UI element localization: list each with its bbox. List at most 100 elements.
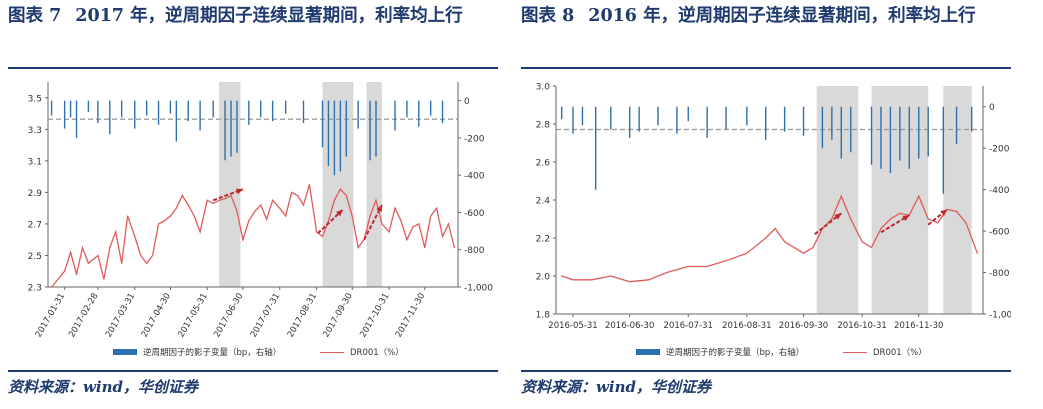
figure-8-legend: 逆周期因子的影子变量（bp，右轴） DR001（%）: [521, 346, 1011, 360]
dr001-point-46: [339, 188, 341, 190]
dr001-point-54: [388, 231, 390, 233]
left-tick-label-2: 3.1: [28, 157, 42, 167]
dr001-point-34: [266, 218, 268, 220]
x-tick-label-4: 2016-09-30: [779, 321, 828, 331]
right-tick-label-3: -600: [464, 209, 485, 219]
trend-arrow-head-1: [902, 215, 910, 222]
dr001-point-65: [453, 246, 456, 249]
x-tick-label-0: 2016-05-31: [548, 321, 597, 331]
dr001-point-26: [218, 199, 220, 201]
figure-8-top-rule: [521, 67, 1011, 69]
dr001-point-21: [870, 246, 873, 249]
legend-bar-swatch: [636, 349, 660, 355]
x-tick-label-0: 2017-01-31: [34, 292, 67, 340]
right-tick-label-5: -1,000: [464, 284, 493, 294]
dr001-point-11: [765, 237, 767, 239]
x-tick-label-1: 2016-06-30: [605, 321, 654, 331]
dr001-point-11: [127, 215, 129, 217]
dr001-point-38: [291, 191, 293, 193]
dr001-point-64: [447, 223, 450, 225]
dr001-point-12: [774, 227, 776, 230]
legend-line-swatch: [843, 351, 867, 353]
x-tick-label-6: 2017-07-31: [249, 292, 282, 340]
dr001-point-6: [666, 271, 669, 273]
x-tick-label-5: 2017-06-30: [212, 292, 245, 340]
dr001-point-3: [610, 275, 612, 277]
dr001-point-15: [151, 254, 154, 257]
right-tick-label-0: 0: [464, 97, 470, 107]
left-tick-label-6: 1.8: [536, 311, 551, 321]
right-tick-label-1: -200: [464, 134, 485, 144]
dr001-point-6: [97, 254, 99, 257]
dr001-point-19: [850, 218, 852, 220]
dr001-point-22: [193, 215, 195, 217]
dr001-point-2: [69, 251, 72, 253]
figure-8-bottom-rule: [521, 370, 1011, 372]
dr001-point-27: [224, 198, 226, 200]
trend-arrow-2: [363, 204, 383, 241]
left-tick-label-6: 2.3: [28, 284, 42, 294]
dr001-point-15: [812, 246, 814, 249]
left-tick-label-2: 2.6: [536, 159, 551, 169]
figure-8-label: 图表 8: [521, 6, 575, 26]
dr001-point-63: [441, 235, 444, 238]
trend-arrow-head-2: [376, 205, 382, 212]
dr001-point-58: [412, 226, 414, 228]
dr001-point-44: [327, 220, 330, 222]
x-tick-label-4: 2017-05-31: [176, 292, 209, 340]
dr001-point-5: [647, 279, 650, 281]
dr001-point-45: [333, 199, 336, 201]
dr001-point-8: [109, 246, 111, 249]
x-tick-label-10: 2017-11-30: [394, 292, 427, 340]
dr001-point-48: [351, 215, 353, 217]
figure-7-bottom-rule: [8, 370, 498, 372]
dr001-point-47: [345, 194, 347, 197]
figure-7-title-text: 2017 年，逆周期因子连续显著期间，利率均上行: [75, 6, 463, 26]
dr001-point-28: [230, 194, 232, 197]
figure-7-top-rule: [8, 67, 498, 69]
right-tick-label-5: -1,000: [989, 311, 1011, 321]
x-tick-label-8: 2017-09-30: [321, 292, 354, 340]
dr001-point-57: [406, 239, 408, 241]
dr001-point-0: [561, 275, 563, 277]
left-tick-label-4: 2.2: [536, 235, 550, 245]
left-tick-label-3: 2.4: [536, 197, 551, 207]
legend-bar-label: 逆周期因子的影子变量（bp，右轴）: [143, 348, 282, 358]
x-tick-label-3: 2016-08-31: [722, 321, 771, 331]
figure-7-chart: 3.5 3.3 3.1 2.9 2.7 2.5 2.3 0 -200 -400 -600 -800 -1…: [28, 82, 493, 340]
left-tick-label-0: 3.5: [28, 94, 42, 104]
dr001-point-7: [687, 265, 689, 268]
trend-arrow-head-0: [834, 213, 842, 220]
dr001-point-1: [64, 270, 66, 272]
dr001-point-14: [146, 262, 148, 264]
dr001-point-31: [248, 220, 250, 222]
dr001-point-3: [75, 273, 78, 275]
right-tick-label-3: -600: [989, 228, 1010, 238]
trend-arrow-head-2: [940, 209, 948, 216]
dr001-point-32: [254, 210, 256, 212]
dr001-point-62: [436, 207, 438, 209]
dr001-point-49: [357, 246, 359, 249]
dr001-point-2: [591, 279, 593, 281]
dr001-point-29: [236, 210, 238, 212]
dr001-point-10: [746, 252, 748, 254]
dr001-point-9: [725, 260, 727, 262]
dr001-point-19: [175, 207, 177, 209]
figure-7-title: 图表 7 2017 年，逆周期因子连续显著期间，利率均上行: [8, 4, 503, 29]
dr001-point-36: [279, 207, 281, 209]
dr001-point-24: [206, 199, 208, 201]
dr001-point-56: [400, 220, 402, 222]
dr001-point-33: [260, 204, 262, 206]
dr001-point-20: [181, 194, 183, 197]
left-tick-label-1: 3.3: [28, 126, 42, 136]
legend-line-swatch: [320, 351, 344, 353]
legend-line-item: DR001（%）: [320, 346, 404, 358]
dr001-point-13: [784, 241, 786, 243]
x-tick-label-2: 2017-03-31: [104, 292, 137, 340]
dr001-point-55: [394, 207, 396, 209]
x-tick-label-7: 2017-08-31: [286, 292, 319, 340]
dr001-point-39: [296, 194, 299, 197]
legend-line-label: DR001（%）: [873, 348, 927, 358]
dr001-point-53: [381, 223, 383, 225]
dr001-point-37: [285, 215, 287, 217]
